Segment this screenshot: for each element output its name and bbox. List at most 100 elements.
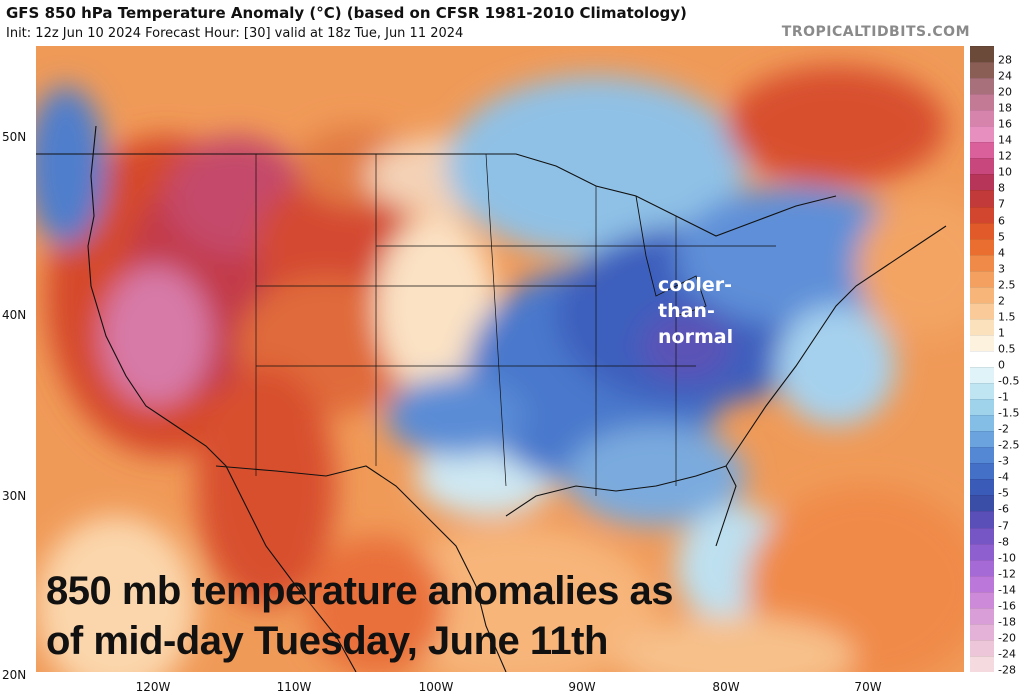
colorbar-swatch [970, 350, 994, 368]
colorbar-swatch [970, 559, 994, 577]
colorbar-label: -16 [998, 599, 1016, 613]
colorbar-swatch [970, 222, 994, 240]
colorbar-label: 1.5 [998, 310, 1016, 324]
colorbar-swatch [970, 495, 994, 512]
colorbar-swatch [970, 126, 994, 143]
map-title: GFS 850 hPa Temperature Anomaly (°C) (ba… [6, 4, 687, 22]
colorbar-label: -14 [998, 583, 1016, 597]
annotation-line: than- [658, 300, 715, 322]
state-lines [255, 153, 776, 496]
colorbar-label: 1 [998, 326, 1005, 340]
lon-label-100w: 100W [418, 680, 454, 694]
annotation-line: cooler- [658, 274, 733, 296]
colorbar-swatch [970, 607, 994, 625]
colorbar-label: -24 [998, 647, 1016, 661]
colorbar-swatch [970, 334, 994, 352]
colorbar-swatch [970, 174, 994, 191]
boundaries [36, 125, 947, 672]
colorbar-label: -6 [998, 502, 1009, 516]
colorbar-label: 3 [998, 262, 1005, 276]
lon-label-90w: 90W [568, 680, 596, 694]
great-lakes [635, 195, 707, 317]
colorbar-label: -2.5 [998, 438, 1020, 452]
colorbar-swatch [970, 158, 994, 175]
colorbar-swatch [970, 78, 994, 95]
colorbar-label: 6 [998, 214, 1005, 228]
colorbar-label: -10 [998, 551, 1016, 565]
colorbar-swatch [970, 399, 994, 416]
colorbar-swatch [970, 318, 994, 336]
colorbar-label: 10 [998, 165, 1012, 179]
colorbar-label: -1 [998, 390, 1009, 404]
colorbar-label: 16 [998, 117, 1012, 131]
colorbar-swatch [970, 46, 994, 63]
colorbar-label: -0.5 [998, 374, 1020, 388]
colorbar-swatch [970, 415, 994, 432]
colorbar-label: 0.5 [998, 342, 1016, 356]
us-canada-border [36, 153, 837, 237]
lat-label-30n: 30N [2, 489, 27, 503]
lat-label-20n: 20N [2, 668, 27, 682]
colorbar-label: -20 [998, 631, 1016, 645]
colorbar-label: 28 [998, 53, 1012, 67]
colorbar-label: 5 [998, 230, 1005, 244]
colorbar-swatch [970, 62, 994, 79]
colorbar-label: -12 [998, 567, 1016, 581]
colorbar-swatch [970, 302, 994, 320]
colorbar-label: -5 [998, 486, 1009, 500]
pacific-coastline [87, 125, 357, 672]
colorbar-label: 12 [998, 149, 1012, 163]
colorbar-label: -8 [998, 535, 1009, 549]
colorbar-label: 0 [998, 358, 1005, 372]
colorbar-label: 7 [998, 197, 1005, 211]
colorbar-swatch [970, 142, 994, 159]
caption-line: 850 mb temperature anomalies as [46, 569, 674, 613]
colorbar-swatch [970, 286, 994, 304]
map-header: GFS 850 hPa Temperature Anomaly (°C) (ba… [0, 0, 1024, 46]
colorbar-label: 8 [998, 181, 1005, 195]
colorbar-swatch [970, 591, 994, 609]
colorbar-swatch [970, 383, 994, 400]
colorbar-swatch [970, 543, 994, 561]
lon-label-110w: 110W [276, 680, 312, 694]
colorbar-swatch [970, 575, 994, 593]
colorbar-swatch [970, 447, 994, 464]
colorbar-label: 4 [998, 246, 1005, 260]
annotation-line: normal [658, 326, 734, 348]
colorbar-label: 14 [998, 133, 1012, 147]
colorbar-label: 2.5 [998, 278, 1016, 292]
lat-label-50n: 50N [2, 130, 27, 144]
colorbar-swatch [970, 238, 994, 256]
colorbar-label: -1.5 [998, 406, 1020, 420]
colorbar-swatch [970, 463, 994, 480]
colorbar-label: -7 [998, 519, 1009, 532]
map-subtitle: Init: 12z Jun 10 2024 Forecast Hour: [30… [6, 26, 464, 41]
colorbar-swatch [970, 479, 994, 496]
colorbar-swatch [970, 110, 994, 127]
colorbar-swatch [970, 367, 994, 384]
colorbar-label: 2 [998, 294, 1005, 308]
colorbar-label: -4 [998, 470, 1009, 484]
lat-label-40n: 40N [2, 308, 27, 322]
temperature-anomaly-map [36, 46, 964, 672]
caption-line: of mid-day Tuesday, June 11th [46, 619, 608, 663]
us-mexico-border [215, 465, 507, 672]
colorbar-swatch [970, 623, 994, 641]
colorbar-label: 24 [998, 69, 1012, 83]
colorbar-swatch [970, 511, 994, 529]
colorbar-swatch [970, 431, 994, 448]
colorbar-label: 18 [998, 101, 1012, 115]
lon-label-80w: 80W [712, 680, 740, 694]
colorbar-swatch [970, 527, 994, 545]
lon-label-120w: 120W [135, 680, 171, 694]
cooler-than-normal-annotation: cooler- than- normal [658, 272, 733, 350]
atlantic-coastline [725, 225, 947, 467]
colorbar-swatch [970, 270, 994, 288]
colorbar-swatch [970, 206, 994, 224]
colorbar-swatch [970, 639, 994, 657]
colorbar-label: 20 [998, 85, 1012, 99]
colorbar-label: -2 [998, 422, 1009, 436]
map-caption: 850 mb temperature anomalies as of mid-d… [46, 566, 674, 666]
colorbar [970, 46, 994, 673]
colorbar-label: -18 [998, 615, 1016, 629]
